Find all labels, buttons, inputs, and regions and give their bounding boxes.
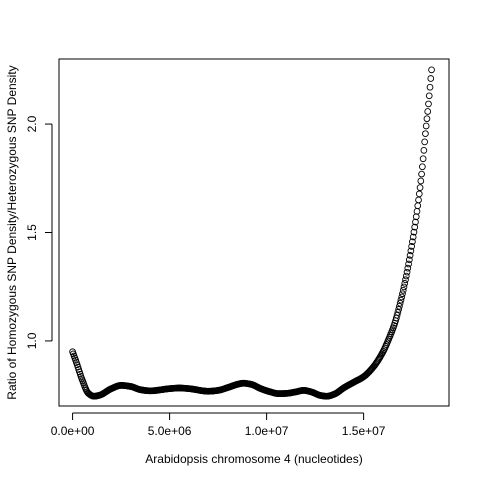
- y-tick-label: 1.5: [25, 224, 39, 241]
- data-point: [415, 190, 423, 198]
- data-point: [425, 100, 432, 108]
- y-axis-title: Ratio of Homozygous SNP Density/Heterozy…: [5, 65, 19, 399]
- data-point: [425, 92, 433, 100]
- data-point: [426, 83, 434, 91]
- data-point: [409, 238, 416, 246]
- data-point: [424, 108, 432, 115]
- data-point: [393, 311, 401, 319]
- data-point: [417, 177, 425, 185]
- data-point: [419, 163, 426, 171]
- x-tick-label: 1.5e+07: [342, 424, 386, 438]
- data-point: [404, 264, 412, 272]
- data-point: [395, 306, 402, 313]
- data-point: [419, 155, 427, 163]
- data-point: [428, 66, 435, 74]
- data-point: [423, 115, 431, 123]
- data-point: [401, 280, 409, 287]
- data-point: [396, 303, 403, 310]
- data-point: [402, 272, 410, 280]
- data-point: [412, 218, 419, 226]
- data-point: [420, 146, 428, 154]
- data-point: [409, 233, 417, 241]
- data-point: [405, 256, 413, 264]
- plot-frame: [58, 58, 450, 407]
- data-point: [394, 309, 402, 316]
- data-point: [410, 228, 418, 236]
- y-tick-label: 1.0: [25, 332, 39, 349]
- x-tick-label: 1.0e+07: [245, 424, 289, 438]
- data-point: [399, 290, 406, 298]
- y-axis: 1.0 1.5 2.0: [25, 115, 53, 349]
- data-point: [422, 122, 430, 130]
- data-point: [399, 287, 407, 294]
- data-point: [400, 283, 408, 291]
- data-points: [69, 66, 435, 400]
- data-point: [427, 75, 435, 82]
- data-point: [405, 260, 412, 268]
- data-point: [411, 223, 419, 231]
- data-point: [403, 268, 411, 276]
- data-point: [402, 276, 409, 284]
- data-point: [397, 296, 405, 304]
- data-point: [421, 138, 429, 146]
- data-point: [398, 293, 406, 301]
- data-point: [396, 299, 404, 307]
- data-point: [406, 252, 414, 259]
- data-point: [407, 247, 415, 255]
- data-point: [408, 243, 415, 250]
- x-tick-label: 5.0e+06: [148, 424, 192, 438]
- data-point: [416, 184, 424, 191]
- data-point: [422, 130, 429, 138]
- data-point: [418, 170, 425, 178]
- x-tick-label: 0.0e+00: [51, 424, 95, 438]
- y-tick-label: 2.0: [25, 115, 39, 132]
- x-axis: 0.0e+00 5.0e+06 1.0e+07 1.5e+07: [51, 412, 386, 438]
- x-axis-title: Arabidopsis chromosome 4 (nucleotides): [145, 452, 362, 466]
